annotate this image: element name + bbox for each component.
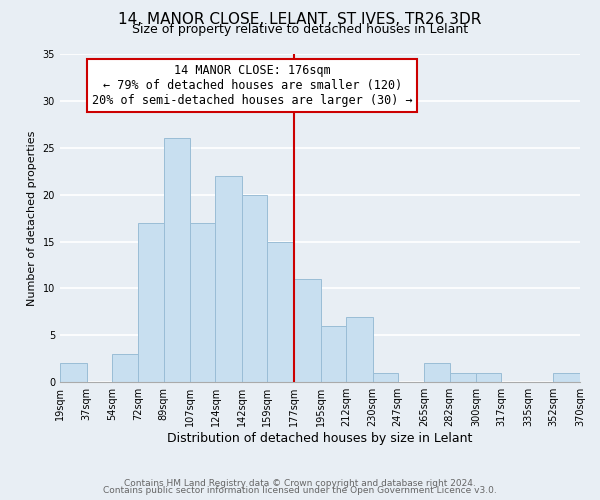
X-axis label: Distribution of detached houses by size in Lelant: Distribution of detached houses by size …	[167, 432, 473, 445]
Bar	[346, 316, 373, 382]
Bar	[449, 373, 476, 382]
Bar	[424, 364, 449, 382]
Text: Contains HM Land Registry data © Crown copyright and database right 2024.: Contains HM Land Registry data © Crown c…	[124, 478, 476, 488]
Bar	[553, 373, 580, 382]
Text: 14 MANOR CLOSE: 176sqm
← 79% of detached houses are smaller (120)
20% of semi-de: 14 MANOR CLOSE: 176sqm ← 79% of detached…	[92, 64, 413, 107]
Bar	[139, 223, 164, 382]
Text: 14, MANOR CLOSE, LELANT, ST IVES, TR26 3DR: 14, MANOR CLOSE, LELANT, ST IVES, TR26 3…	[118, 12, 482, 28]
Y-axis label: Number of detached properties: Number of detached properties	[27, 130, 37, 306]
Bar	[320, 326, 346, 382]
Bar	[268, 242, 294, 382]
Bar	[215, 176, 242, 382]
Bar	[476, 373, 502, 382]
Text: Size of property relative to detached houses in Lelant: Size of property relative to detached ho…	[132, 22, 468, 36]
Bar	[373, 373, 398, 382]
Bar	[294, 279, 320, 382]
Bar	[164, 138, 190, 382]
Text: Contains public sector information licensed under the Open Government Licence v3: Contains public sector information licen…	[103, 486, 497, 495]
Bar	[190, 223, 215, 382]
Bar	[242, 194, 268, 382]
Bar	[112, 354, 139, 382]
Bar	[60, 364, 86, 382]
